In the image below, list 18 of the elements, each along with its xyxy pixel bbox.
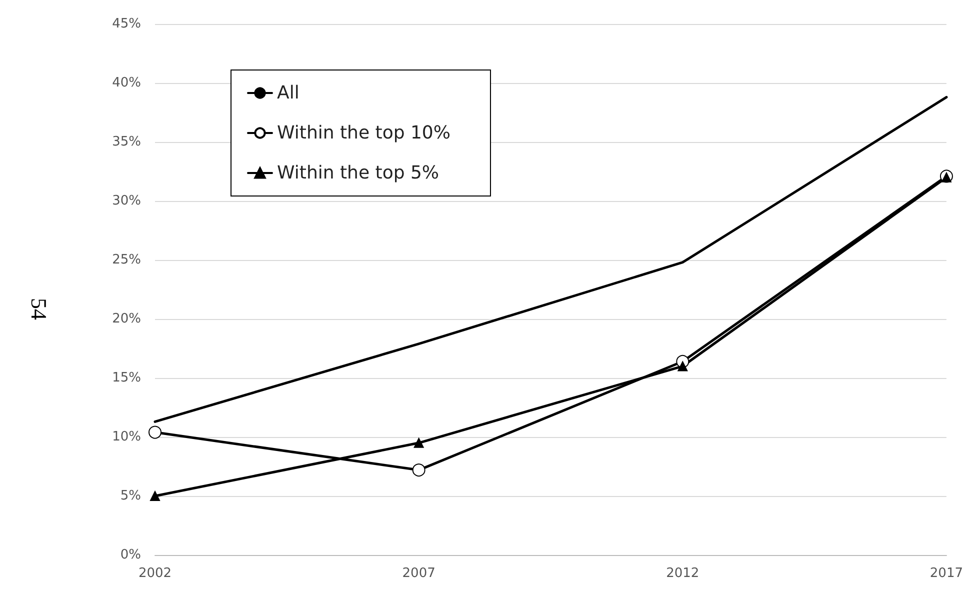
y-tick-label: 25% [112,252,141,268]
y-tick-label: 30% [112,194,141,208]
legend-label: Within the top 5% [277,162,440,184]
text: 54 [26,298,52,320]
y-tick-label: 5% [120,488,141,504]
y-tick-label: 40% [112,76,141,90]
x-tick-label: 2017 [930,566,964,581]
legend-label: All [277,82,300,104]
y-tick-label: 0% [120,548,141,562]
y-tick-label: 35% [112,134,141,150]
y-tick-label: 20% [112,312,141,326]
x-tick-label: 2012 [666,566,700,581]
y-tick-label: 45% [112,16,141,32]
legend-label: Within the top 10% [277,122,450,144]
y-tick-label: 10% [112,430,141,444]
y-tick-label: 15% [112,370,141,386]
x-tick-label: 2002 [138,566,172,581]
x-tick-label: 2007 [402,566,436,581]
